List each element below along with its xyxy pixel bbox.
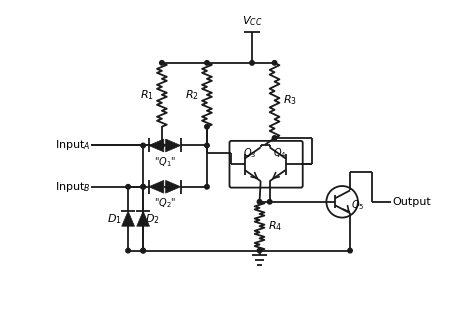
Circle shape — [141, 184, 146, 189]
Text: $D_1$: $D_1$ — [107, 212, 121, 225]
Circle shape — [205, 184, 209, 189]
Text: $Q_4$: $Q_4$ — [273, 147, 287, 161]
Circle shape — [348, 248, 352, 253]
Circle shape — [205, 124, 209, 129]
Circle shape — [141, 248, 146, 253]
Polygon shape — [165, 139, 181, 152]
Text: $R_2$: $R_2$ — [185, 88, 199, 102]
Circle shape — [205, 143, 209, 148]
Circle shape — [141, 184, 146, 189]
Circle shape — [257, 200, 262, 204]
Text: $R_3$: $R_3$ — [283, 93, 297, 107]
Text: $Q_3$: $Q_3$ — [244, 147, 257, 161]
Circle shape — [160, 60, 164, 65]
Text: Input$_A$: Input$_A$ — [55, 138, 91, 153]
Text: "$Q_1$": "$Q_1$" — [154, 155, 176, 169]
Text: $D_2$: $D_2$ — [145, 212, 160, 225]
Text: Output: Output — [393, 197, 432, 207]
Text: $R_4$: $R_4$ — [268, 219, 282, 233]
Polygon shape — [149, 139, 164, 152]
Circle shape — [126, 184, 130, 189]
Polygon shape — [137, 211, 149, 226]
Circle shape — [257, 248, 262, 253]
Circle shape — [250, 60, 254, 65]
Polygon shape — [122, 211, 135, 226]
Text: $R_1$: $R_1$ — [140, 88, 154, 102]
Text: "$Q_2$": "$Q_2$" — [154, 196, 176, 210]
Circle shape — [205, 60, 209, 65]
Circle shape — [141, 248, 146, 253]
Circle shape — [272, 60, 277, 65]
Text: $Q_5$: $Q_5$ — [351, 199, 364, 212]
Text: $V_{CC}$: $V_{CC}$ — [242, 14, 262, 28]
Text: Input$_B$: Input$_B$ — [55, 180, 91, 194]
Circle shape — [267, 200, 272, 204]
Circle shape — [160, 143, 164, 148]
Circle shape — [272, 136, 277, 140]
Polygon shape — [165, 180, 181, 193]
Circle shape — [141, 143, 146, 148]
Circle shape — [126, 248, 130, 253]
Polygon shape — [149, 180, 164, 193]
